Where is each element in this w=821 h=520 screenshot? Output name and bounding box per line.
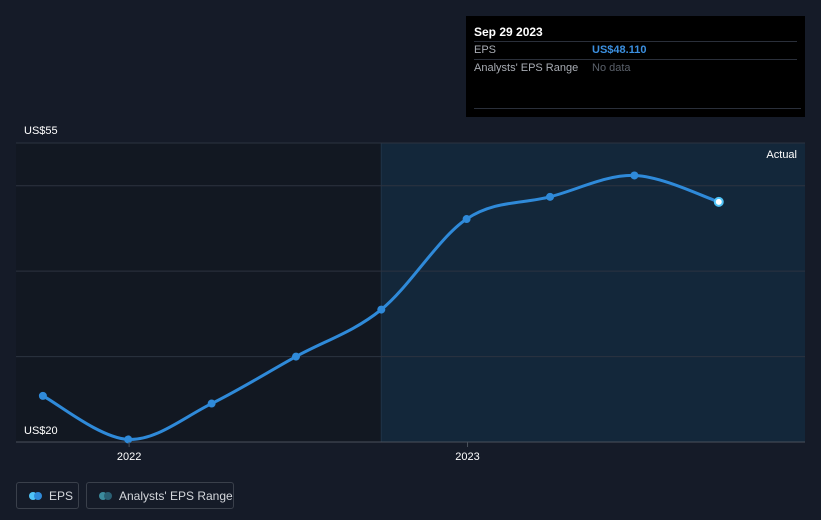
eps-point	[207, 399, 216, 408]
eps-point-latest	[713, 196, 724, 207]
legend-analysts-range[interactable]: Analysts' EPS Range	[86, 482, 234, 509]
legend-range-label: Analysts' EPS Range	[119, 488, 233, 503]
eps-point	[38, 391, 47, 400]
tooltip-range-label: Analysts' EPS Range	[474, 62, 579, 74]
x-tick-label: 2022	[117, 451, 141, 463]
y-axis-label-max: US$55	[24, 125, 58, 137]
eps-legend-icon	[29, 491, 43, 500]
range-legend-icon	[99, 491, 113, 500]
x-tick-label: 2023	[455, 451, 479, 463]
eps-point	[124, 435, 133, 444]
actual-region	[381, 143, 805, 442]
legend-eps[interactable]: EPS	[16, 482, 79, 509]
eps-point	[546, 192, 555, 201]
actual-region-label: Actual	[766, 149, 797, 161]
y-axis-label-min: US$20	[24, 425, 58, 437]
past-region	[16, 143, 382, 442]
tooltip-eps-value: US$48.110	[592, 44, 647, 56]
tooltip-row-eps: EPS US$48.110	[474, 41, 797, 59]
eps-tooltip: Sep 29 2023 EPS US$48.110 Analysts' EPS …	[466, 16, 805, 117]
tooltip-range-value: No data	[592, 62, 631, 74]
eps-chart: 2022 2023 US$55 US$20 Actual	[16, 125, 805, 463]
tooltip-row-range: Analysts' EPS Range No data	[474, 59, 797, 77]
tooltip-divider	[474, 108, 801, 109]
tooltip-eps-label: EPS	[474, 44, 497, 56]
legend-eps-label: EPS	[49, 488, 74, 503]
eps-point	[377, 305, 386, 314]
eps-point	[630, 171, 639, 180]
eps-point	[462, 215, 471, 224]
eps-point	[291, 352, 300, 361]
tooltip-date: Sep 29 2023	[474, 25, 543, 39]
